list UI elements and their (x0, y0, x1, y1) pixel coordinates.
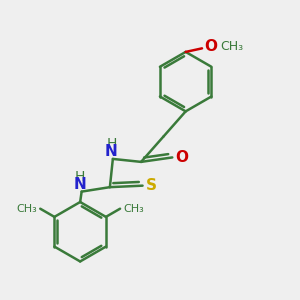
Text: H: H (75, 170, 85, 184)
Text: N: N (105, 144, 118, 159)
Text: CH₃: CH₃ (123, 204, 144, 214)
Text: O: O (175, 150, 188, 165)
Text: O: O (204, 39, 217, 54)
Text: CH₃: CH₃ (16, 204, 37, 214)
Text: N: N (74, 177, 86, 192)
Text: H: H (106, 137, 116, 152)
Text: S: S (146, 178, 157, 193)
Text: CH₃: CH₃ (220, 40, 244, 53)
